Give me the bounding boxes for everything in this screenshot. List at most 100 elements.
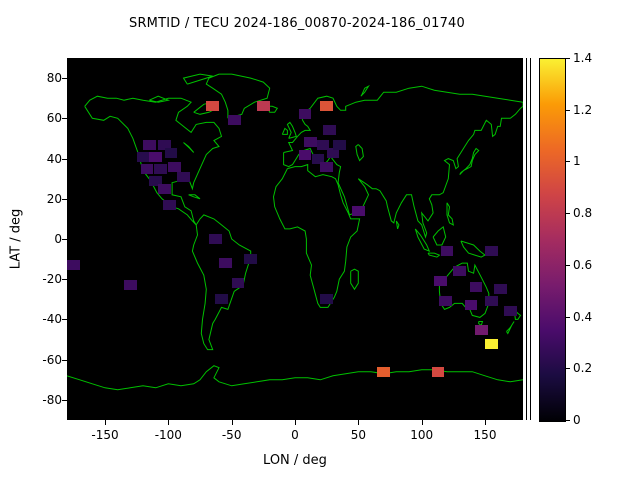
chart-title: SRMTID / TECU 2024-186_00870-2024-186_01…: [129, 16, 465, 31]
heatmap-cell: [352, 205, 365, 216]
heatmap-cell: [149, 175, 162, 186]
y-tick-label: 80: [46, 71, 62, 86]
y-tick-mark: [62, 78, 67, 80]
heatmap-cell: [303, 137, 317, 148]
heatmap-cell: [244, 254, 257, 265]
heatmap-cell: [143, 139, 156, 150]
y-tick-label: -40: [42, 312, 62, 327]
heatmap-cell: [311, 153, 325, 164]
heatmap-cell: [208, 234, 222, 245]
colorbar-tick-label: 0.8: [573, 206, 593, 221]
heatmap-cell: [227, 115, 241, 126]
heatmap-cell: [326, 147, 340, 158]
coastline-path: [183, 142, 195, 153]
x-tick-label: 50: [350, 428, 366, 442]
colorbar-tick-mark: [566, 264, 570, 266]
coastline-path: [355, 144, 364, 162]
heatmap-cell: [163, 199, 176, 210]
heatmap-cell: [215, 294, 228, 305]
y-tick-mark: [62, 279, 67, 281]
colorbar-tick-mark: [566, 109, 570, 111]
colorbar-tick-label: 0: [573, 413, 581, 427]
heatmap-cell: [485, 338, 498, 349]
coastline-path: [182, 73, 213, 85]
coastline-path: [191, 214, 252, 351]
heatmap-cell: [298, 149, 312, 160]
coastline-path: [283, 85, 523, 239]
x-tick-label: -50: [221, 428, 242, 442]
map-plot-area: [67, 58, 523, 420]
heatmap-cell: [124, 280, 137, 291]
heatmap-cell: [177, 171, 190, 182]
coastline-path: [506, 321, 515, 335]
coastline-path: [286, 121, 297, 139]
y-tick-label: -20: [42, 272, 62, 287]
coastline-path: [414, 228, 431, 253]
colorbar-tick-mark: [566, 316, 570, 318]
heatmap-cell: [320, 101, 333, 112]
x-tick-label: 150: [473, 428, 497, 442]
y-tick-label: -60: [42, 352, 62, 367]
heatmap-cell: [298, 109, 312, 120]
x-tick-mark: [295, 420, 296, 425]
x-tick-mark: [358, 420, 360, 425]
colorbar-tick-label: 1: [573, 154, 581, 169]
y-tick-label: 0: [54, 232, 62, 246]
heatmap-cell: [320, 161, 333, 172]
x-tick-mark: [105, 420, 106, 425]
colorbar-spine-line: [530, 58, 531, 420]
y-tick-label: -80: [42, 392, 62, 407]
colorbar-tick-label: 0.4: [573, 309, 593, 324]
coastline-path: [149, 95, 171, 103]
heatmap-cell: [485, 246, 498, 257]
heatmap-cell: [219, 258, 232, 269]
heatmap-cell: [316, 139, 330, 150]
y-tick-label: 40: [46, 151, 62, 166]
colorbar-tick-mark: [566, 161, 570, 163]
heatmap-cell: [140, 163, 154, 174]
x-tick-label: -150: [91, 428, 119, 442]
heatmap-cell: [377, 366, 390, 377]
heatmap-cell: [136, 151, 150, 162]
heatmap-cell: [439, 296, 453, 307]
heatmap-cell: [154, 163, 168, 174]
heatmap-cell: [493, 284, 507, 295]
colorbar: [539, 58, 566, 422]
heatmap-cells-layer: [67, 58, 523, 420]
y-tick-mark: [62, 158, 67, 160]
coastline-path: [360, 84, 370, 97]
coastline-path: [513, 309, 522, 320]
y-tick-mark: [62, 198, 67, 200]
colorbar-tick-mark: [566, 58, 570, 59]
colorbar-tick-mark: [566, 368, 570, 370]
coastline-path: [446, 202, 454, 226]
y-tick-mark: [62, 239, 67, 240]
coastline-path: [281, 127, 288, 135]
heatmap-cell: [469, 282, 483, 293]
y-tick-mark: [62, 359, 67, 361]
coastline-path: [188, 194, 201, 200]
heatmap-cell: [149, 151, 162, 162]
y-tick-mark: [62, 118, 67, 120]
heatmap-cell: [158, 183, 171, 194]
x-tick-label: 100: [410, 428, 434, 442]
x-tick-mark: [485, 420, 486, 425]
heatmap-cell: [164, 147, 178, 158]
coastline-path: [432, 226, 447, 246]
x-tick-mark: [168, 420, 170, 425]
y-tick-mark: [62, 319, 67, 321]
heatmap-cell: [464, 300, 478, 311]
coastline-map: [67, 73, 523, 391]
heatmap-cell: [67, 260, 80, 271]
heatmap-cell: [434, 276, 447, 287]
right-spine-line: [526, 58, 527, 420]
colorbar-tick-label: 0.2: [573, 361, 593, 376]
colorbar-tick-mark: [566, 213, 570, 215]
y-tick-label: 60: [46, 111, 62, 126]
heatmap-cell: [206, 101, 219, 112]
y-tick-label: 20: [46, 191, 62, 206]
coastline-path: [272, 163, 361, 308]
coastline-path: [427, 252, 441, 258]
colorbar-tick-mark: [566, 420, 570, 421]
